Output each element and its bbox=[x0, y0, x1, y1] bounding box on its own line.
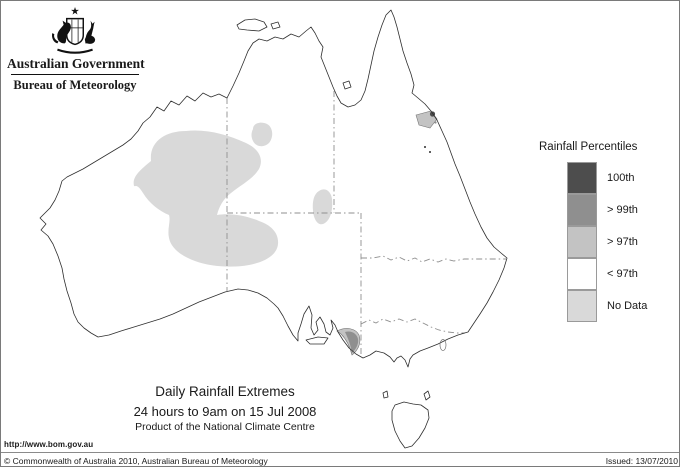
coastlines bbox=[39, 9, 508, 449]
legend-label-gt97th: > 97th bbox=[607, 236, 638, 248]
no-data-region-nt-patch bbox=[251, 122, 273, 147]
footer-bar: © Commonwealth of Australia 2010, Austra… bbox=[1, 452, 679, 466]
no-data-region-border-corner-patch bbox=[312, 189, 333, 225]
legend-label-gt99th: > 99th bbox=[607, 204, 638, 216]
legend-row-100th: 100th bbox=[536, 161, 676, 194]
svg-text:★: ★ bbox=[70, 6, 79, 17]
border-qld-nsw bbox=[361, 255, 506, 263]
legend-row-gt97th: > 97th bbox=[536, 225, 676, 258]
legend-row-gt99th: > 99th bbox=[536, 193, 676, 226]
map-product: Product of the National Climate Centre bbox=[135, 421, 315, 433]
king-island bbox=[382, 390, 389, 399]
government-title: Australian Government bbox=[7, 56, 145, 71]
map-title: Daily Rainfall Extremes bbox=[155, 384, 295, 399]
kangaroo-island bbox=[305, 336, 329, 345]
state-borders bbox=[226, 91, 506, 356]
legend-swatch-lt97th bbox=[567, 257, 597, 290]
agency-title: Bureau of Meteorology bbox=[13, 78, 137, 92]
map-period: 24 hours to 9am on 15 Jul 2008 bbox=[133, 404, 317, 419]
copyright-text: © Commonwealth of Australia 2010, Austra… bbox=[4, 455, 268, 466]
no-data-region-wa-interior bbox=[133, 130, 279, 267]
groote-island bbox=[342, 80, 352, 90]
qld-patch-dot bbox=[434, 121, 437, 124]
bom-logo-block: ★ Australian Government Bureau of Meteor… bbox=[7, 5, 145, 92]
tasmania-coastline bbox=[391, 401, 430, 449]
coastal-islet-dot-2 bbox=[429, 151, 431, 153]
act-outline bbox=[439, 339, 447, 351]
legend-label-lt97th: < 97th bbox=[607, 268, 638, 280]
legend-label-100th: 100th bbox=[607, 172, 635, 184]
australian-coat-of-arms-icon: ★ bbox=[52, 6, 96, 54]
coastal-islet-dot-1 bbox=[424, 146, 426, 148]
legend-swatch-no-data bbox=[567, 289, 597, 322]
rainfall-percentiles-legend: Rainfall Percentiles 100th > 99th > 97th… bbox=[536, 141, 676, 322]
australia-coastline bbox=[39, 9, 508, 368]
qld-coast-extreme-patch bbox=[415, 110, 438, 129]
border-vic-nsw bbox=[360, 318, 465, 334]
legend-swatch-100th bbox=[567, 161, 597, 194]
legend-title: Rainfall Percentiles bbox=[539, 141, 638, 153]
issued-date: Issued: 13/07/2010 bbox=[605, 455, 678, 466]
legend-label-no-data: No Data bbox=[607, 300, 648, 312]
map-title-block: Daily Rainfall Extremes 24 hours to 9am … bbox=[85, 384, 365, 433]
small-island-nt bbox=[270, 21, 281, 30]
sa-patch-99th bbox=[345, 331, 359, 353]
legend-row-no-data: No Data bbox=[536, 289, 676, 322]
legend-swatch-gt99th bbox=[567, 193, 597, 226]
legend-row-lt97th: < 97th bbox=[536, 257, 676, 290]
flinders-island bbox=[423, 390, 431, 401]
bom-url: http://www.bom.gov.au bbox=[4, 440, 94, 449]
legend-swatch-gt97th bbox=[567, 225, 597, 258]
melville-island bbox=[236, 18, 268, 32]
logo-divider bbox=[11, 74, 139, 75]
sa-coast-extreme-patch bbox=[336, 328, 361, 356]
